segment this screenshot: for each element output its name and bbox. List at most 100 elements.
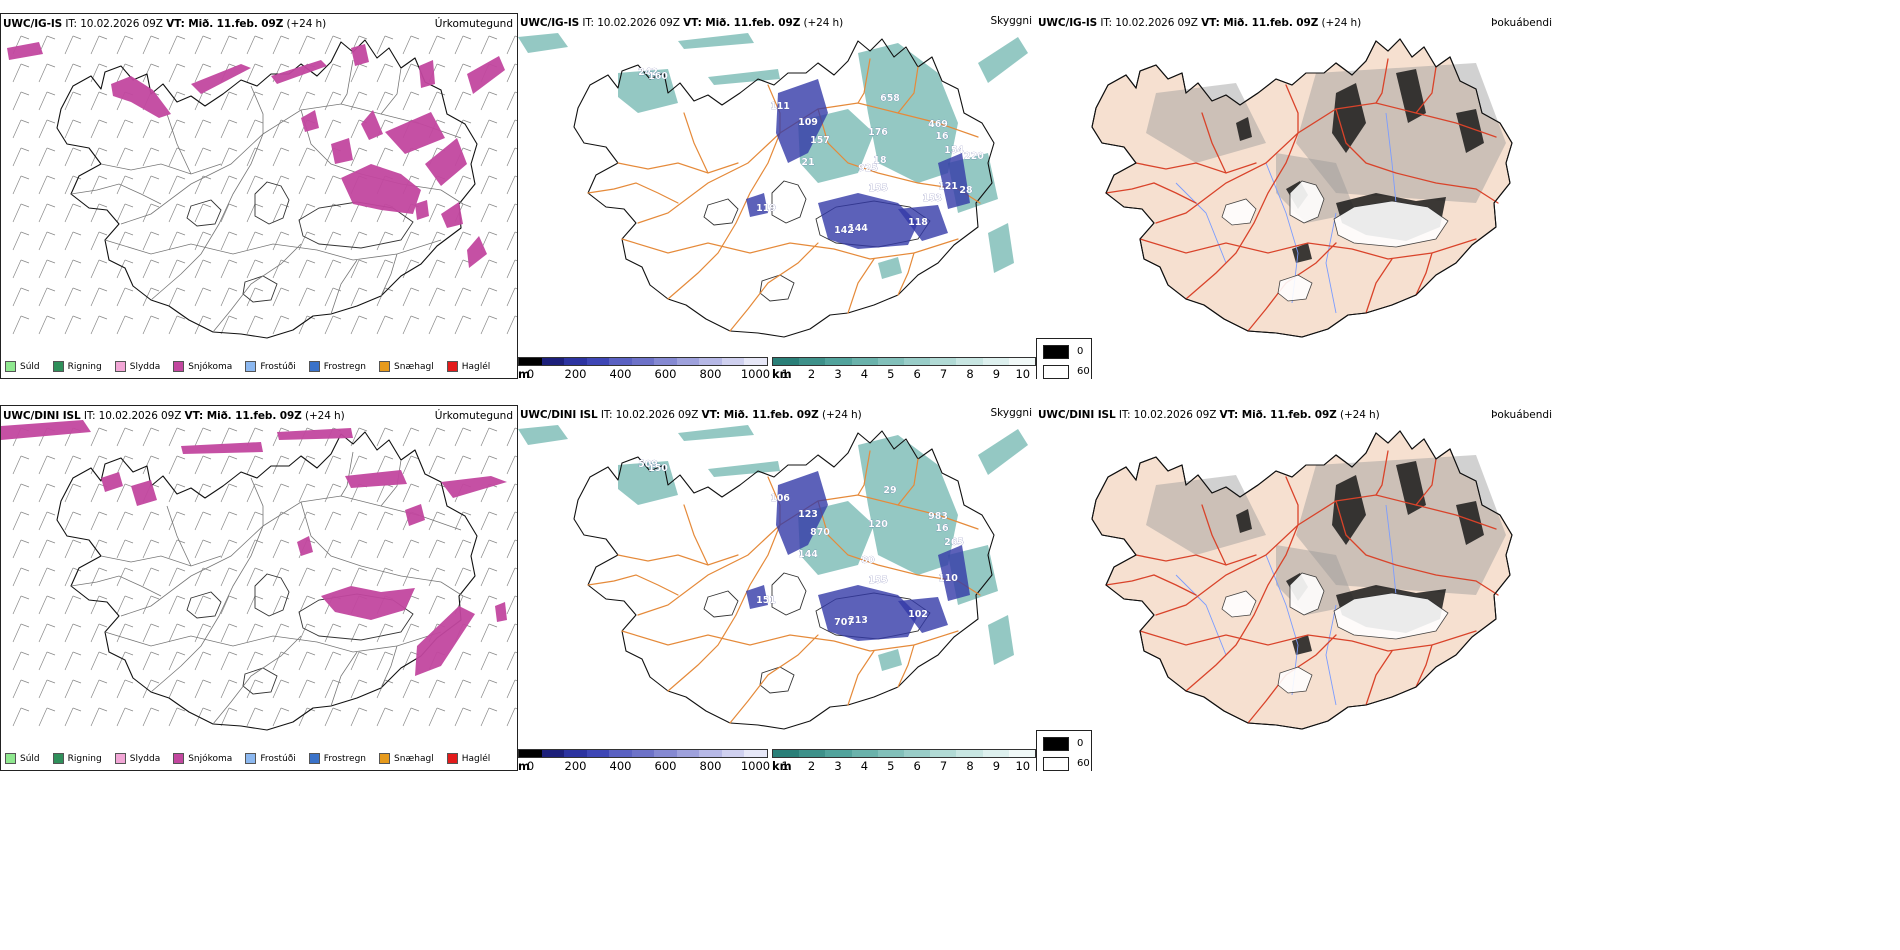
cloud-base-value: 28	[959, 185, 973, 196]
glacier-outline	[703, 590, 739, 618]
wind-barb	[142, 175, 160, 195]
wind-barb	[480, 511, 498, 531]
visibility-area	[878, 257, 902, 279]
road-line	[1185, 132, 1299, 300]
wind-barb	[168, 539, 186, 559]
colorbar-segment	[825, 358, 852, 365]
wind-barb	[272, 35, 290, 55]
fog-dense-area	[1456, 501, 1484, 545]
cloud-base-value: 106	[770, 493, 790, 504]
wind-barb	[428, 455, 446, 475]
wind-barb	[12, 175, 30, 195]
wind-barb	[12, 511, 30, 531]
wind-barb	[90, 539, 108, 559]
cloud-base-value: 983	[928, 511, 948, 522]
wind-barb	[506, 63, 517, 83]
wind-barb	[246, 203, 264, 223]
wind-barb	[272, 147, 290, 167]
wind-barb	[194, 147, 212, 167]
legend-label: Snjókoma	[188, 361, 233, 372]
wind-barb	[220, 231, 238, 251]
legend-item: Súld	[5, 361, 40, 372]
colorbar-segment	[541, 750, 565, 757]
precip-type-legend: Súld Rigning Slydda Snjókoma Frostúði Frostre…	[5, 361, 503, 372]
wind-barb	[90, 651, 108, 671]
wind-barb	[428, 231, 446, 251]
road-line	[1105, 182, 1197, 204]
wind-barb	[168, 679, 186, 699]
visibility-area	[988, 615, 1014, 665]
wind-barb	[220, 315, 238, 335]
colorbar-segment	[930, 358, 957, 365]
glacier-outline	[1277, 274, 1313, 302]
snow-area	[495, 602, 507, 622]
wind-barb	[220, 287, 238, 307]
wind-barb	[350, 567, 368, 587]
road-line	[857, 450, 871, 496]
glacier-outline	[1289, 180, 1325, 224]
panel-field-title: Skyggni	[990, 407, 1033, 419]
cloud-base-value: 925	[858, 163, 878, 174]
wind-barb	[428, 707, 446, 727]
cloud-base-value: 119	[756, 203, 776, 214]
wind-barb	[246, 539, 264, 559]
colorbar-tick: 2	[807, 759, 816, 771]
fog-dense-area	[1236, 117, 1252, 141]
road-line	[120, 495, 462, 617]
iceland-basemap	[56, 431, 478, 731]
colorbar-tick: 600	[654, 759, 677, 771]
legend-item: Slydda	[114, 361, 160, 372]
wind-barb	[142, 511, 160, 531]
wind-barb	[194, 651, 212, 671]
wind-barb	[506, 483, 517, 503]
legend-label: Snæhagl	[394, 753, 434, 764]
wind-barb	[220, 623, 238, 643]
wind-barb	[376, 63, 394, 83]
road-line	[1365, 258, 1393, 314]
wind-barb	[168, 707, 186, 727]
wind-barb	[38, 119, 56, 139]
wind-barb	[376, 483, 394, 503]
wind-barb	[168, 147, 186, 167]
legend-item: Snæhagl	[379, 361, 434, 372]
wind-barb	[324, 287, 342, 307]
road-line	[1201, 504, 1227, 566]
wind-barb	[90, 679, 108, 699]
cloud-base-value: 109	[798, 117, 818, 128]
road-line	[166, 113, 192, 175]
wind-barb	[454, 539, 472, 559]
panel-header: UWC/DINI ISL IT: 10.02.2026 09Z VT: Mið.…	[3, 410, 345, 422]
wind-barb	[12, 91, 30, 111]
wind-barb	[220, 455, 238, 475]
legend-swatch	[173, 361, 185, 372]
road-line	[250, 85, 264, 134]
wind-barb	[220, 539, 238, 559]
colorbar-segment	[773, 358, 800, 365]
wind-barb	[64, 91, 82, 111]
panel-header: UWC/DINI ISL IT: 10.02.2026 09Z VT: Mið.…	[520, 409, 862, 421]
visibility-area	[858, 43, 958, 183]
wind-barb	[454, 651, 472, 671]
wind-barb	[324, 623, 342, 643]
wind-barb	[38, 259, 56, 279]
legend-label: Haglél	[461, 361, 491, 372]
legend-label: Rigning	[67, 361, 102, 372]
wind-barb	[220, 427, 238, 447]
wind-barb	[168, 483, 186, 503]
panel-header: UWC/IG-IS IT: 10.02.2026 09Z VT: Mið. 11…	[3, 18, 327, 30]
glacier-outline	[703, 198, 739, 226]
wind-barb	[454, 511, 472, 531]
wind-barb	[298, 315, 316, 335]
road-line	[1415, 458, 1437, 506]
road-line	[1365, 650, 1393, 706]
legend-item: Súld	[5, 753, 40, 764]
wind-barb	[350, 147, 368, 167]
wind-barb	[194, 203, 212, 223]
wind-barb	[38, 287, 56, 307]
wind-barb	[506, 651, 517, 671]
wind-barb	[194, 511, 212, 531]
colorbar-tick: 10	[1015, 759, 1031, 771]
cloud-base-value: 153	[922, 193, 942, 204]
wind-barb	[428, 483, 446, 503]
